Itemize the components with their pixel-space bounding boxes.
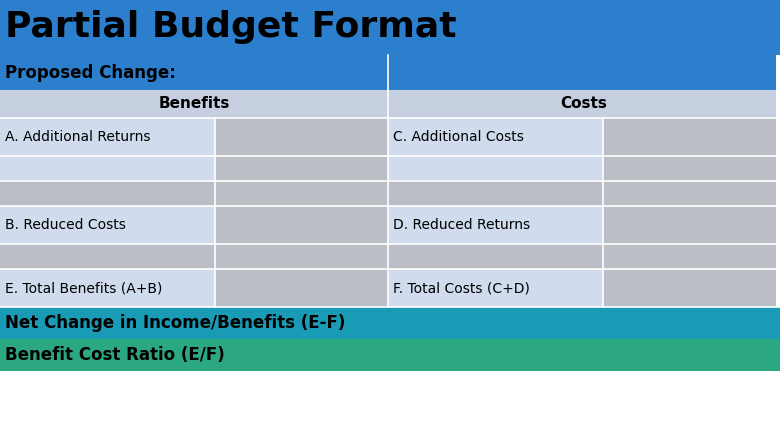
Bar [215,206,388,244]
Bar [603,244,776,269]
Text: A. Additional Returns: A. Additional Returns [5,130,151,144]
Text: E. Total Benefits (A+B): E. Total Benefits (A+B) [5,281,162,295]
Bar [388,118,603,156]
Text: Partial Budget Format: Partial Budget Format [5,11,456,44]
Bar [0,0,780,55]
Bar [0,118,215,156]
Text: C. Additional Costs: C. Additional Costs [393,130,524,144]
Bar [215,156,388,181]
Text: Benefits: Benefits [158,97,229,112]
Bar [603,181,776,206]
Bar [215,118,388,156]
Bar [0,181,215,206]
Bar [388,156,603,181]
Bar [0,244,215,269]
Bar [0,206,215,244]
Bar [0,307,780,339]
Bar [388,90,776,118]
Bar [0,55,388,90]
Bar [603,206,776,244]
Bar [388,55,776,90]
Text: Net Change in Income/Benefits (E-F): Net Change in Income/Benefits (E-F) [5,314,346,332]
Bar [388,269,603,307]
Text: D. Reduced Returns: D. Reduced Returns [393,218,530,232]
Bar [603,156,776,181]
Bar [0,269,215,307]
Bar [388,206,603,244]
Bar [215,181,388,206]
Bar [0,339,780,371]
Bar [0,156,215,181]
Bar [388,181,603,206]
Text: Costs: Costs [561,97,608,112]
Text: Benefit Cost Ratio (E/F): Benefit Cost Ratio (E/F) [5,346,225,364]
Text: Proposed Change:: Proposed Change: [5,63,176,81]
Bar [603,269,776,307]
Bar [388,244,603,269]
Text: B. Reduced Costs: B. Reduced Costs [5,218,126,232]
Bar [215,269,388,307]
Bar [0,90,388,118]
Text: F. Total Costs (C+D): F. Total Costs (C+D) [393,281,530,295]
Bar [215,244,388,269]
Bar [603,118,776,156]
